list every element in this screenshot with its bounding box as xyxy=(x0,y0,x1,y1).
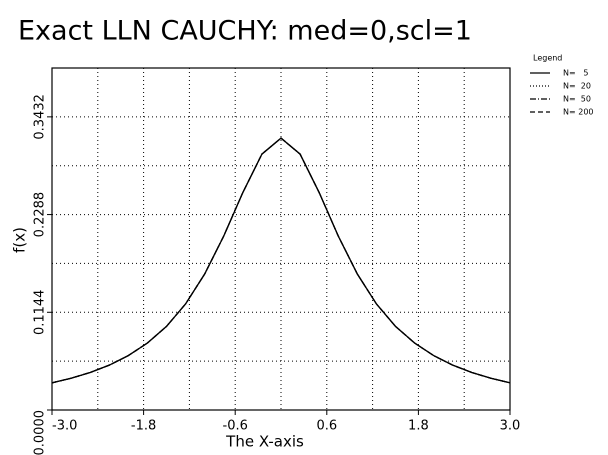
legend-title: Legend xyxy=(533,54,562,63)
y-tick-label: 0.1144 xyxy=(33,290,48,336)
x-tick-label: -1.8 xyxy=(131,419,156,434)
x-axis-label: The X-axis xyxy=(225,433,304,451)
legend-label: N= 20 xyxy=(563,82,591,91)
x-tick-label: 0.6 xyxy=(316,419,337,434)
plot-frame xyxy=(51,67,511,411)
y-tick-label: 0.3432 xyxy=(33,94,48,140)
y-axis-label: f(x) xyxy=(11,227,29,253)
legend-label: N= 50 xyxy=(563,95,591,104)
legend-label: N= 5 xyxy=(563,69,588,78)
x-tick-label: -3.0 xyxy=(52,419,77,434)
x-tick-label: 1.8 xyxy=(408,419,429,434)
chart-title: Exact LLN CAUCHY: med=0,scl=1 xyxy=(18,16,472,47)
legend-label: N= 200 xyxy=(563,108,594,117)
x-tick-label: -0.6 xyxy=(223,419,248,434)
y-tick-label: 0.2288 xyxy=(33,192,48,238)
y-tick-label: 0.0000 xyxy=(33,410,48,455)
x-tick-label: 3.0 xyxy=(500,419,521,434)
series-line xyxy=(51,137,511,384)
